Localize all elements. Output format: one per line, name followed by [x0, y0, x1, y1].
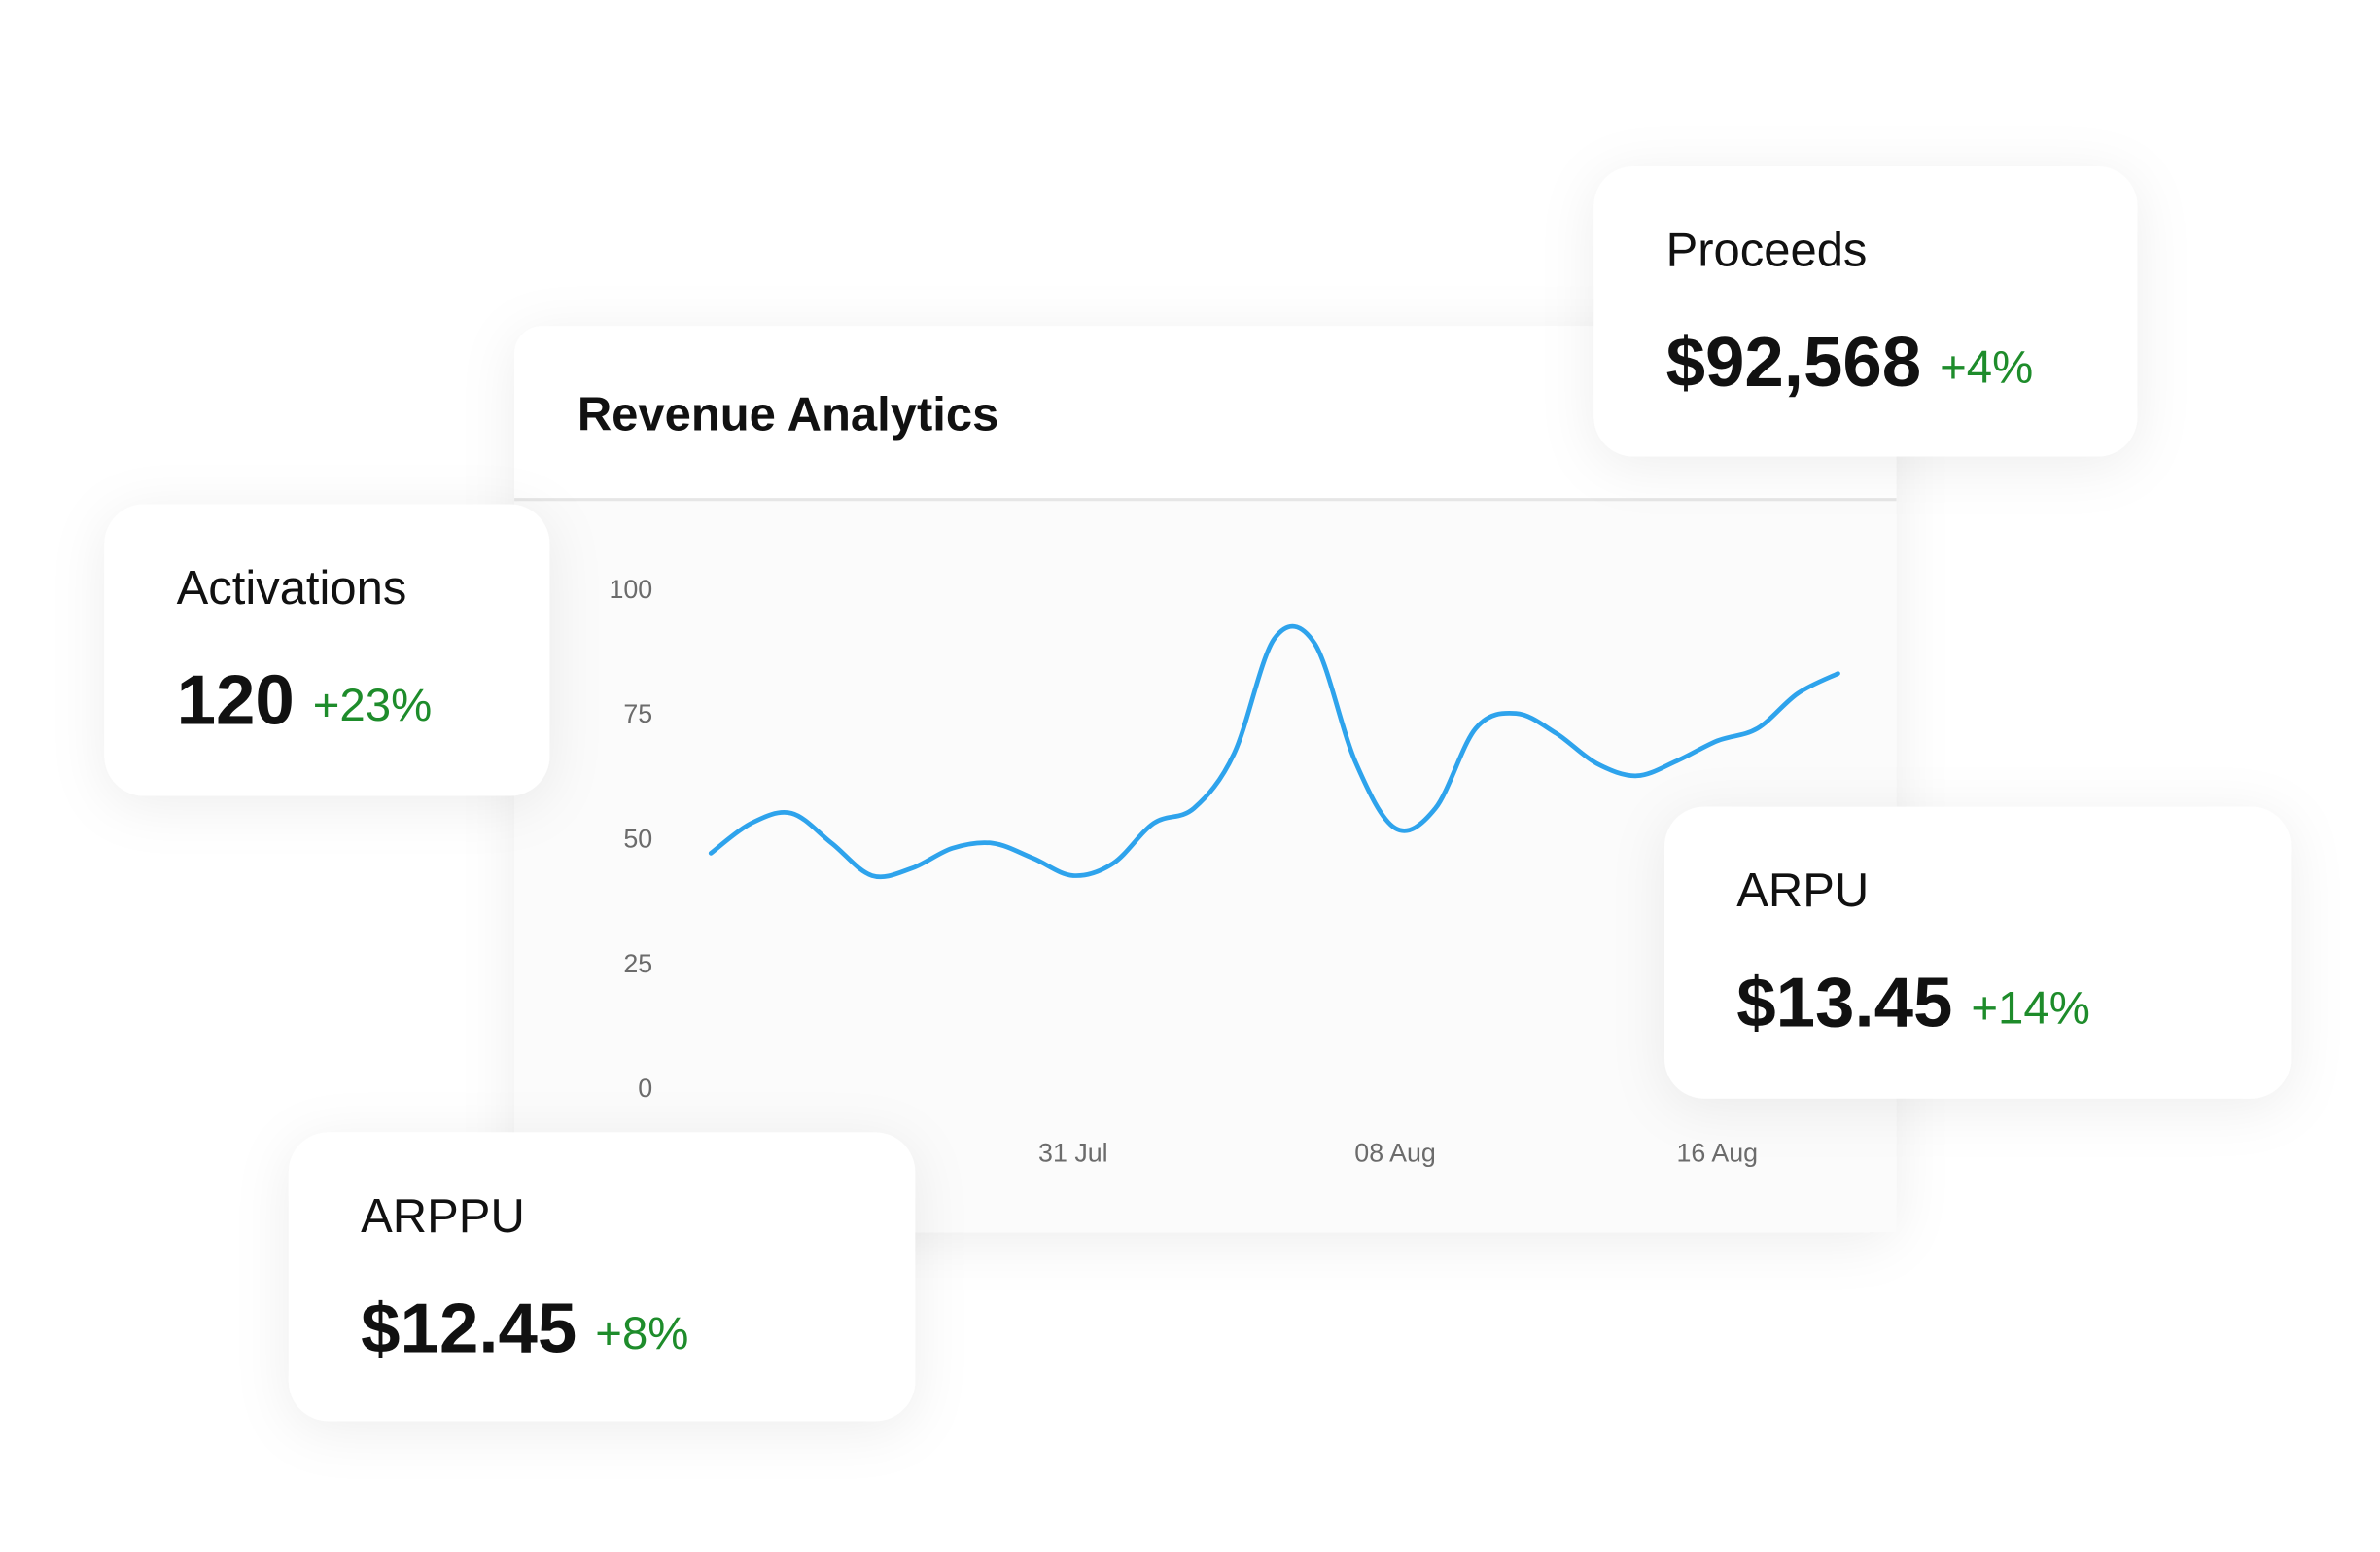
y-tick-label: 50	[623, 824, 652, 853]
chart-panel: Revenue Analytics	[514, 326, 1897, 1233]
cards: Proceeds $92,568 +4% Activations 120 +23% ARPU…	[104, 165, 2292, 1422]
card-change: +4%	[1940, 342, 2033, 394]
card-label: ARPU	[1736, 864, 1869, 917]
card-label: Proceeds	[1666, 225, 1868, 277]
chart-title: Revenue Analytics	[578, 389, 999, 441]
card-value: $13.45	[1736, 963, 1952, 1041]
x-tick-label: 31 Jul	[1038, 1138, 1108, 1167]
y-tick-label: 25	[623, 949, 652, 978]
metric-card: Activations 120 +23%	[104, 504, 550, 796]
card-change: +8%	[595, 1308, 688, 1359]
x-tick-label: 16 Aug	[1677, 1138, 1759, 1167]
line-series	[708, 623, 1840, 880]
y-tick-label: 75	[623, 699, 652, 728]
plot: 0 25 50 75 100 31 Jul 08 Aug 16 Aug	[609, 575, 1840, 1167]
metric-card: ARPU $13.45 +14%	[1664, 806, 2292, 1099]
card-label: Activations	[177, 562, 407, 615]
metric-card: Proceeds $92,568 +4%	[1593, 165, 2138, 457]
card-label: ARPPU	[361, 1190, 525, 1243]
card-change: +14%	[1971, 982, 2090, 1034]
x-tick-label: 08 Aug	[1354, 1138, 1436, 1167]
card-bg	[1664, 806, 2292, 1099]
card-value: 120	[177, 660, 295, 739]
card-change: +23%	[313, 680, 433, 731]
y-tick-label: 0	[638, 1074, 652, 1103]
card-value: $92,568	[1666, 323, 1922, 402]
card-value: $12.45	[361, 1288, 577, 1367]
metric-card: ARPPU $12.45 +8%	[288, 1132, 916, 1422]
card-bg	[1593, 165, 2138, 457]
card-bg	[104, 504, 550, 796]
card-bg	[288, 1132, 916, 1422]
y-tick-label: 100	[609, 575, 652, 604]
